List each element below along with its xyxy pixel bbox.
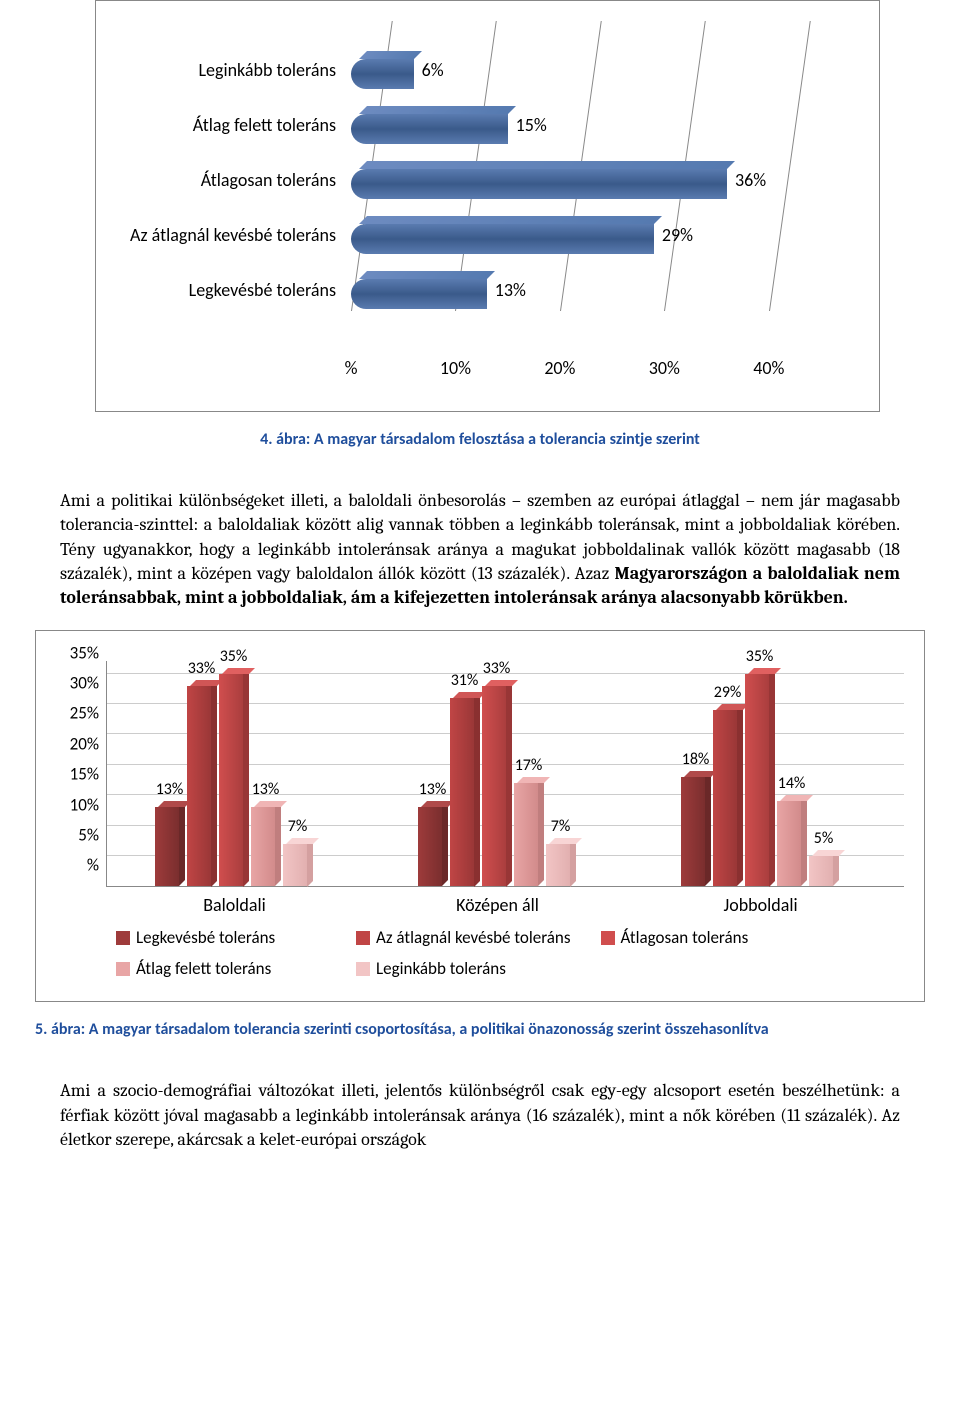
legend-item: Átlag felett toleráns bbox=[116, 958, 326, 979]
chart2-value-label: 7% bbox=[288, 817, 308, 836]
chart2-value-label: 33% bbox=[483, 659, 511, 678]
chart2-value-label: 18% bbox=[682, 750, 710, 769]
chart2-container: %5%10%15%20%25%30%35%13%33%35%13%7%Balol… bbox=[35, 630, 925, 1002]
legend-item: Az átlagnál kevésbé toleráns bbox=[356, 927, 571, 948]
chart1-category-label: Átlag felett toleráns bbox=[193, 114, 336, 136]
chart2-value-label: 13% bbox=[419, 780, 447, 799]
chart1-value-label: 13% bbox=[495, 279, 526, 301]
chart1-container: %10%20%30%40%Leginkább toleráns6%Átlag f… bbox=[95, 0, 880, 412]
chart1-xtick: % bbox=[345, 357, 358, 379]
chart2-bar: 13% bbox=[418, 807, 448, 886]
chart1-bar-row: Átlag felett toleráns15% bbox=[351, 106, 839, 144]
chart1-category-label: Legkevésbé toleráns bbox=[189, 279, 336, 301]
chart1-value-label: 15% bbox=[516, 114, 547, 136]
chart2-ytick: 30% bbox=[70, 673, 99, 694]
chart1-xtick: 30% bbox=[649, 357, 680, 379]
paragraph-2: Ami a szocio-demográfiai változókat ille… bbox=[60, 1079, 900, 1152]
chart2-bar: 33% bbox=[482, 686, 512, 887]
legend-swatch bbox=[116, 962, 130, 976]
chart2-xtick: Baloldali bbox=[203, 894, 266, 916]
chart2-value-label: 5% bbox=[814, 829, 834, 848]
chart2-bar: 5% bbox=[809, 856, 839, 886]
chart1-value-label: 29% bbox=[662, 224, 693, 246]
chart2-bar: 7% bbox=[546, 844, 576, 887]
chart1: %10%20%30%40%Leginkább toleráns6%Átlag f… bbox=[96, 1, 879, 411]
chart1-value-label: 6% bbox=[422, 59, 444, 81]
chart2-group: 18%29%35%14%5% bbox=[681, 674, 839, 887]
chart1-category-label: Az átlagnál kevésbé toleráns bbox=[130, 224, 336, 246]
paragraph-1: Ami a politikai különbségeket illeti, a … bbox=[60, 489, 900, 610]
chart2-value-label: 35% bbox=[746, 647, 774, 666]
legend-label: Leginkább toleráns bbox=[376, 958, 506, 979]
chart2-value-label: 13% bbox=[156, 780, 184, 799]
chart2-plot: %5%10%15%20%25%30%35%13%33%35%13%7%Balol… bbox=[106, 661, 904, 887]
chart2-bar: 13% bbox=[251, 807, 281, 886]
legend-item: Átlagosan toleráns bbox=[601, 927, 811, 948]
chart1-xtick: 40% bbox=[753, 357, 784, 379]
chart1-xtick: 10% bbox=[440, 357, 471, 379]
chart2-bar: 35% bbox=[745, 674, 775, 887]
chart2-ytick: 15% bbox=[70, 764, 99, 785]
chart1-xtick: 20% bbox=[544, 357, 575, 379]
chart1-bar-row: Az átlagnál kevésbé toleráns29% bbox=[351, 216, 839, 254]
chart2-bar: 35% bbox=[219, 674, 249, 887]
legend-swatch bbox=[356, 962, 370, 976]
chart2-ytick: 25% bbox=[70, 703, 99, 724]
chart2-value-label: 35% bbox=[220, 647, 248, 666]
chart2-ytick: 10% bbox=[70, 794, 99, 815]
chart1-bar-row: Leginkább toleráns6% bbox=[351, 51, 839, 89]
chart2-value-label: 29% bbox=[714, 683, 742, 702]
chart1-category-label: Leginkább toleráns bbox=[198, 59, 336, 81]
legend-label: Legkevésbé toleráns bbox=[136, 927, 275, 948]
chart2-legend: Legkevésbé toleráns Az átlagnál kevésbé t… bbox=[116, 927, 836, 979]
chart2-xtick: Jobboldali bbox=[723, 894, 797, 916]
chart2-bar: 31% bbox=[450, 698, 480, 887]
chart2-bar: 33% bbox=[187, 686, 217, 887]
legend-swatch bbox=[356, 931, 370, 945]
chart2-value-label: 7% bbox=[551, 817, 571, 836]
chart2-group: 13%33%35%13%7% bbox=[155, 674, 313, 887]
chart2-value-label: 31% bbox=[451, 671, 479, 690]
chart2-group: 13%31%33%17%7% bbox=[418, 686, 576, 887]
legend-label: Átlag felett toleráns bbox=[136, 958, 271, 979]
chart2-bar: 7% bbox=[283, 844, 313, 887]
chart2-ytick: 5% bbox=[78, 825, 99, 846]
caption-chart1: 4. ábra: A magyar társadalom felosztása … bbox=[60, 430, 900, 449]
chart1-bar-row: Átlagosan toleráns36% bbox=[351, 161, 839, 199]
legend-swatch bbox=[601, 931, 615, 945]
chart1-bar-row: Legkevésbé toleráns13% bbox=[351, 271, 839, 309]
chart2-ytick: 35% bbox=[70, 642, 99, 663]
chart1-plot: %10%20%30%40%Leginkább toleráns6%Átlag f… bbox=[351, 21, 839, 351]
legend-item: Leginkább toleráns bbox=[356, 958, 566, 979]
chart2-ytick: 20% bbox=[70, 733, 99, 754]
chart2-value-label: 17% bbox=[515, 756, 543, 775]
chart2-value-label: 33% bbox=[188, 659, 216, 678]
chart1-category-label: Átlagosan toleráns bbox=[201, 169, 336, 191]
chart2-value-label: 13% bbox=[252, 780, 280, 799]
chart2-value-label: 14% bbox=[778, 774, 806, 793]
chart1-value-label: 36% bbox=[735, 169, 766, 191]
legend-label: Átlagosan toleráns bbox=[621, 927, 749, 948]
chart2-bar: 14% bbox=[777, 801, 807, 886]
legend-swatch bbox=[116, 931, 130, 945]
chart2-bar: 29% bbox=[713, 710, 743, 886]
chart2-xtick: Középen áll bbox=[456, 894, 539, 916]
legend-label: Az átlagnál kevésbé toleráns bbox=[376, 927, 571, 948]
chart2-bar: 18% bbox=[681, 777, 711, 886]
chart2-ytick: % bbox=[87, 855, 99, 876]
chart2-bar: 17% bbox=[514, 783, 544, 886]
caption-chart2: 5. ábra: A magyar társadalom tolerancia … bbox=[35, 1020, 925, 1039]
chart2: %5%10%15%20%25%30%35%13%33%35%13%7%Balol… bbox=[36, 631, 924, 1001]
chart2-bar: 13% bbox=[155, 807, 185, 886]
legend-item: Legkevésbé toleráns bbox=[116, 927, 326, 948]
